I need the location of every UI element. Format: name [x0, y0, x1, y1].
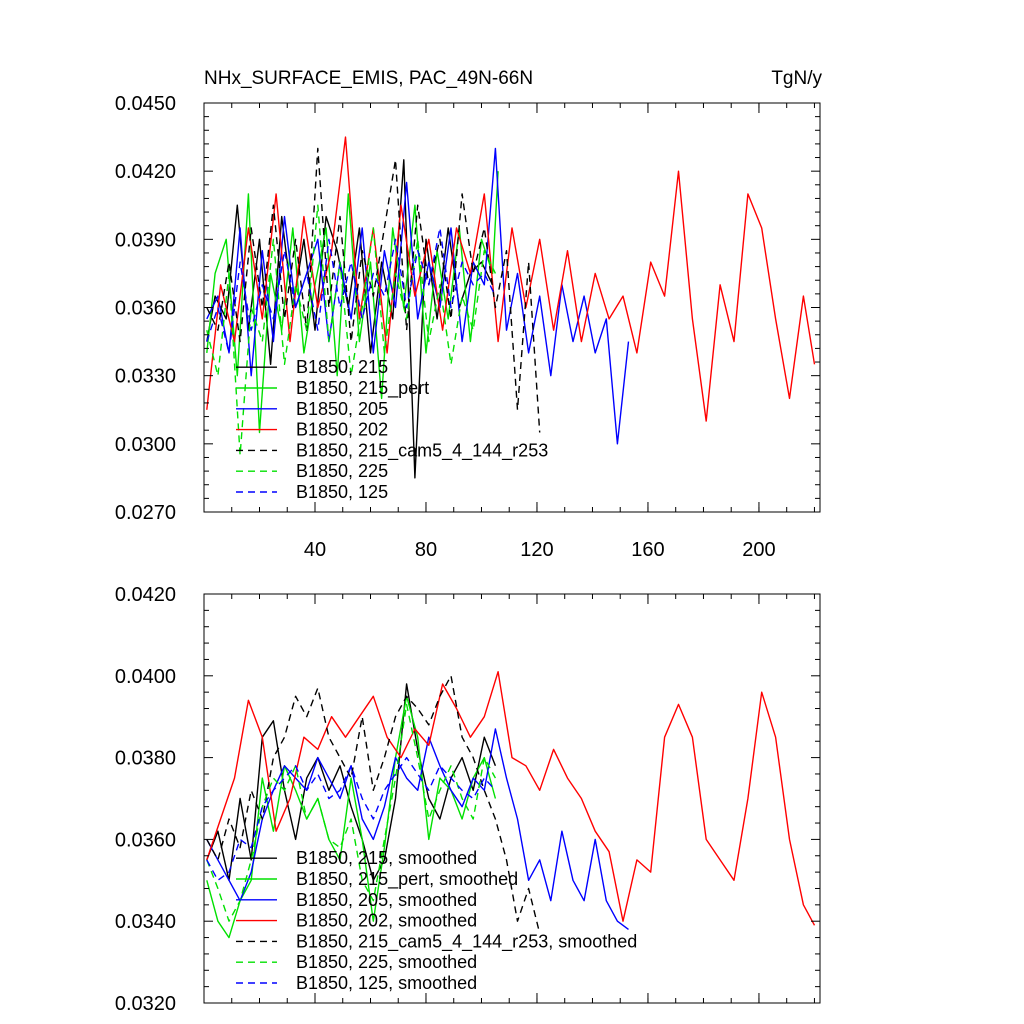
- legend-label-7: B1850, 125, smoothed: [296, 973, 477, 993]
- y-tick-label: 0.0270: [115, 502, 176, 524]
- x-tick-label: 40: [304, 539, 326, 561]
- y-tick-label: 0.0340: [115, 911, 176, 933]
- legend-label-3: B1850, 205: [296, 399, 388, 419]
- series-line-5: [206, 147, 541, 433]
- legend-label-2: B1850, 215_pert, smoothed: [296, 869, 518, 890]
- series-group: [206, 136, 816, 479]
- legend-label-1: B1850, 215: [296, 357, 388, 377]
- legend-label-5: B1850, 215_cam5_4_144_r253, smoothed: [296, 931, 637, 952]
- series-line-4: [206, 136, 816, 422]
- x-tick-label: 120: [520, 539, 553, 561]
- chart-title: NHx_SURFACE_EMIS, PAC_49N-66N: [204, 68, 533, 89]
- series-line-2: [206, 695, 497, 939]
- legend-label-1: B1850, 215, smoothed: [296, 848, 477, 868]
- series-line-7: [206, 227, 497, 354]
- plot-frame: [203, 593, 821, 1004]
- legend-label-4: B1850, 202, smoothed: [296, 911, 477, 931]
- series-line-7: [206, 756, 496, 881]
- x-tick-label: 80: [415, 539, 437, 561]
- x-tick-label: 160: [631, 539, 664, 561]
- legend-label-2: B1850, 215_pert: [296, 378, 429, 399]
- series-line-2: [206, 171, 499, 434]
- legend-label-6: B1850, 225: [296, 461, 388, 481]
- y-tick-label: 0.0300: [115, 434, 176, 456]
- legend-label-6: B1850, 225, smoothed: [296, 952, 477, 972]
- y-tick-label: 0.0420: [115, 584, 176, 606]
- y-tick-label: 0.0360: [115, 298, 176, 320]
- chart-panel-1: 0.0270 0.0300 0.0330 0.0360 0.0390 0.0420 0.04…: [115, 93, 821, 561]
- y-tick-label: 0.0400: [115, 666, 176, 688]
- series-line-1: [206, 683, 497, 881]
- series-line-4: [206, 671, 816, 926]
- y-tick-label: 0.0390: [115, 229, 176, 251]
- chart-panel-2: 0.0320 0.0340 0.0360 0.0380 0.0400 0.0420 B185…: [115, 584, 821, 1015]
- y-tick-label: 0.0420: [115, 161, 176, 183]
- legend-label-4: B1850, 202: [296, 420, 388, 440]
- series-line-3: [206, 147, 630, 445]
- y-tick-label: 0.0450: [115, 93, 176, 115]
- y-tick-label: 0.0360: [115, 829, 176, 851]
- legend-label-7: B1850, 125: [296, 482, 388, 502]
- y-tick-label: 0.0330: [115, 366, 176, 388]
- series-line-5: [206, 675, 541, 934]
- series-line-6: [206, 703, 497, 922]
- chart-units: TgN/y: [771, 68, 822, 89]
- y-tick-label: 0.0320: [115, 993, 176, 1015]
- legend-label-3: B1850, 205, smoothed: [296, 890, 477, 910]
- legend-label-5: B1850, 215_cam5_4_144_r253: [296, 440, 548, 461]
- series-group: [206, 671, 816, 939]
- x-tick-label: 200: [742, 539, 775, 561]
- y-tick-label: 0.0380: [115, 748, 176, 770]
